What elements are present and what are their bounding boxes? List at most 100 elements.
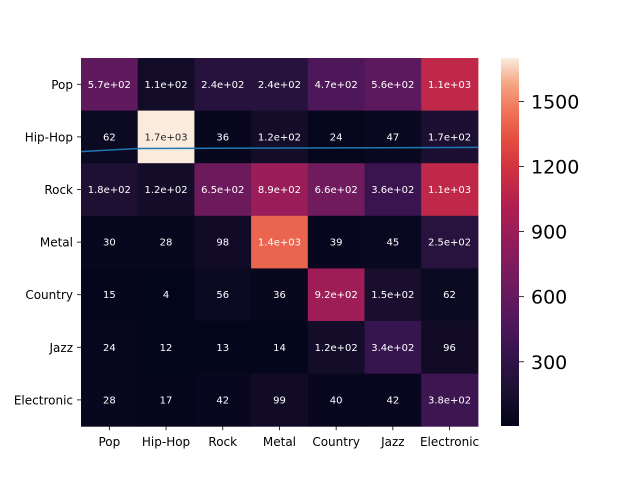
heatmap-cell-rock-hip-hop — [137, 163, 195, 217]
cell-value-label: 6.6e+02 — [315, 185, 358, 196]
cell-value-label: 28 — [160, 238, 173, 249]
cell-value-label: 2.5e+02 — [428, 238, 471, 249]
x-tick-label-rock: Rock — [208, 435, 237, 449]
heatmap-cell-jazz-electronic — [421, 321, 479, 375]
cell-value-label: 3.4e+02 — [371, 343, 414, 354]
colorbar-tick-label-900: 900 — [531, 222, 567, 244]
heatmap-cell-rock-electronic — [421, 163, 479, 217]
cell-value-label: 1.1e+02 — [144, 80, 187, 91]
heatmap-cell-hip-hop-country — [307, 110, 365, 164]
cell-value-label: 13 — [216, 343, 229, 354]
heatmap-cell-jazz-pop — [81, 321, 139, 375]
heatmap-cell-electronic-hip-hop — [137, 373, 195, 427]
cell-value-label: 99 — [273, 395, 286, 406]
cell-value-label: 1.1e+03 — [428, 185, 471, 196]
heatmap-cell-country-country — [307, 268, 365, 322]
y-tick-label-jazz: Jazz — [49, 341, 74, 355]
heatmap-cell-jazz-rock — [194, 321, 252, 375]
cell-value-label: 12 — [160, 343, 173, 354]
cell-value-label: 4.7e+02 — [315, 80, 358, 91]
heatmap-cell-rock-country — [307, 163, 365, 217]
x-tick-label-metal: Metal — [263, 435, 296, 449]
cell-value-label: 14 — [273, 343, 286, 354]
heatmap-cell-pop-metal — [251, 58, 309, 112]
cell-value-label: 47 — [386, 132, 399, 143]
cell-value-label: 15 — [103, 290, 116, 301]
heatmap-cell-country-electronic — [421, 268, 479, 322]
cell-value-label: 1.1e+03 — [428, 80, 471, 91]
heatmap-cell-country-hip-hop — [137, 268, 195, 322]
heatmap-cell-electronic-metal — [251, 373, 309, 427]
cell-value-label: 1.8e+02 — [88, 185, 131, 196]
cell-value-label: 2.4e+02 — [201, 80, 244, 91]
cell-value-label: 1.5e+02 — [371, 290, 414, 301]
cell-value-label: 36 — [273, 290, 286, 301]
heatmap-cell-rock-jazz — [364, 163, 422, 217]
heatmap-cell-electronic-country — [307, 373, 365, 427]
y-tick-label-electronic: Electronic — [14, 393, 73, 407]
cell-value-label: 3.6e+02 — [371, 185, 414, 196]
heatmap-cell-rock-metal — [251, 163, 309, 217]
cell-value-label: 1.4e+03 — [258, 238, 301, 249]
heatmap-cell-hip-hop-hip-hop — [137, 110, 195, 164]
cell-value-label: 98 — [216, 238, 229, 249]
cell-value-label: 45 — [386, 238, 399, 249]
heatmap-cell-pop-pop — [81, 58, 139, 112]
colorbar: 300 600 900 1200 1500 — [501, 58, 579, 426]
heatmap-cell-electronic-jazz — [364, 373, 422, 427]
colorbar-tick-label-1500: 1500 — [531, 91, 579, 113]
cell-value-label: 24 — [103, 343, 116, 354]
heatmap-cell-hip-hop-jazz — [364, 110, 422, 164]
colorbar-tick-label-300: 300 — [531, 352, 567, 374]
x-tick-label-pop: Pop — [98, 435, 120, 449]
cell-value-label: 1.7e+03 — [144, 132, 187, 143]
heatmap-cell-hip-hop-electronic — [421, 110, 479, 164]
cell-value-label: 1.7e+02 — [428, 132, 471, 143]
colorbar-tick-label-1200: 1200 — [531, 156, 579, 178]
cell-value-label: 1.2e+02 — [144, 185, 187, 196]
heatmap-cells: 5.7e+02 1.1e+02 2.4e+02 2.4e+02 4.7e+02 5.6e+… — [81, 58, 479, 427]
cell-value-label: 42 — [216, 395, 229, 406]
cell-value-label: 9.2e+02 — [315, 290, 358, 301]
heatmap-cell-metal-jazz — [364, 215, 422, 269]
heatmap-cell-rock-rock — [194, 163, 252, 217]
y-axis: Pop Hip-Hop Rock Metal Country Jazz Electronic — [14, 78, 81, 407]
y-tick-label-hip-hop: Hip-Hop — [25, 130, 73, 144]
heatmap-cell-metal-pop — [81, 215, 139, 269]
cell-value-label: 1.2e+02 — [315, 343, 358, 354]
cell-value-label: 36 — [216, 132, 229, 143]
heatmap-cell-country-rock — [194, 268, 252, 322]
cell-value-label: 39 — [330, 238, 343, 249]
cell-value-label: 96 — [443, 343, 456, 354]
cell-value-label: 2.4e+02 — [258, 80, 301, 91]
heatmap-cell-pop-electronic — [421, 58, 479, 112]
colorbar-tick-label-600: 600 — [531, 287, 567, 309]
cell-value-label: 62 — [103, 132, 116, 143]
heatmap-cell-hip-hop-metal — [251, 110, 309, 164]
heatmap-cell-metal-rock — [194, 215, 252, 269]
heatmap-cell-country-jazz — [364, 268, 422, 322]
cell-value-label: 40 — [330, 395, 343, 406]
cell-value-label: 42 — [386, 395, 399, 406]
y-tick-label-pop: Pop — [51, 78, 73, 92]
heatmap-cell-pop-hip-hop — [137, 58, 195, 112]
overlay-line-layer — [80, 146, 478, 153]
cell-value-label: 62 — [443, 290, 456, 301]
heatmap-cell-jazz-metal — [251, 321, 309, 375]
heatmap-cell-pop-rock — [194, 58, 252, 112]
heatmap-cell-electronic-pop — [81, 373, 139, 427]
heatmap-cell-electronic-electronic — [421, 373, 479, 427]
heatmap-cell-jazz-jazz — [364, 321, 422, 375]
heatmap-cell-pop-country — [307, 58, 365, 112]
heatmap-cell-jazz-hip-hop — [137, 321, 195, 375]
cell-value-label: 24 — [330, 132, 343, 143]
heatmap-cell-pop-jazz — [364, 58, 422, 112]
colorbar-gradient — [501, 58, 519, 426]
y-tick-label-country: Country — [25, 288, 73, 302]
x-tick-label-electronic: Electronic — [420, 435, 479, 449]
heatmap-cell-metal-electronic — [421, 215, 479, 269]
cell-value-label: 8.9e+02 — [258, 185, 301, 196]
cell-value-label: 4 — [163, 290, 169, 301]
x-tick-label-hip-hop: Hip-Hop — [142, 435, 190, 449]
